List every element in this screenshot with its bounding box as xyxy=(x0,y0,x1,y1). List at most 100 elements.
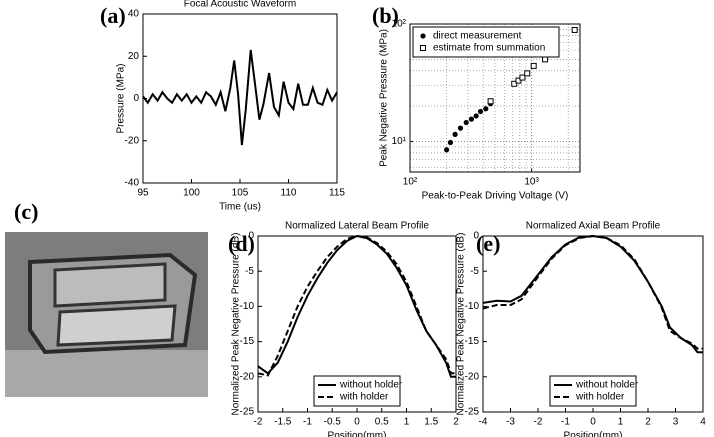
marker xyxy=(457,125,464,131)
x-tick-label: -1 xyxy=(561,417,570,428)
ruler xyxy=(5,350,208,397)
x-tick-label: 2 xyxy=(453,417,459,428)
marker xyxy=(483,106,489,112)
legend-label: with holder xyxy=(339,392,389,403)
y-tick-label: -15 xyxy=(465,336,480,347)
x-tick-label: -4 xyxy=(479,417,488,428)
y-tick-label: -15 xyxy=(240,336,255,347)
x-tick-label: 0 xyxy=(590,417,596,428)
plot-frame xyxy=(142,13,338,184)
marker xyxy=(444,147,450,153)
chart-title: Focal Acoustic Waveform xyxy=(184,0,296,10)
x-tick-label: 105 xyxy=(232,188,249,199)
y-tick-label: -25 xyxy=(465,407,480,418)
marker xyxy=(571,26,578,33)
y-tick-label: -20 xyxy=(240,371,255,382)
x-axis-label: Position(mm) xyxy=(328,431,387,437)
panel-label: (a) xyxy=(100,3,126,28)
y-tick-label: -10 xyxy=(240,301,255,312)
chart-panel: (b) Peak-to-Peak Driving Voltage (V) Peak … xyxy=(372,3,581,202)
x-tick-label: -0.5 xyxy=(324,417,342,428)
panel-label: (d) xyxy=(228,231,255,256)
x-tick-label: 1 xyxy=(404,417,410,428)
y-tick-label: -20 xyxy=(465,371,480,382)
y-tick-label: 0 xyxy=(473,231,479,242)
chart-panel: (a) Focal Acoustic Waveform Time (us) Press… xyxy=(100,0,345,213)
data-line xyxy=(482,234,703,350)
legend-label: without holder xyxy=(339,380,403,391)
x-tick-label: 110 xyxy=(281,188,297,199)
y-tick-label: 40 xyxy=(128,9,140,20)
y-axis-label: Normalized Peak Negative Pressure (dB) xyxy=(231,233,242,416)
y-tick-label: 0 xyxy=(248,231,254,242)
y-tick-label: 10² xyxy=(392,19,407,30)
marker xyxy=(447,139,454,146)
legend-box xyxy=(549,375,637,407)
legend-label: direct measurement xyxy=(433,31,522,42)
x-tick-label: 95 xyxy=(137,188,149,199)
chart-panel: (d) Normalized Lateral Beam Profile Positi… xyxy=(228,221,459,437)
legend-box xyxy=(313,375,401,407)
x-tick-label: 4 xyxy=(700,417,706,428)
x-tick-label: 100 xyxy=(183,188,200,199)
y-axis-label: Pressure (MPa) xyxy=(116,63,127,133)
panel-label: (e) xyxy=(476,231,500,256)
x-axis-label: Position(mm) xyxy=(564,431,623,437)
marker xyxy=(468,116,475,122)
marker xyxy=(463,119,469,126)
marker xyxy=(420,45,426,51)
x-tick-label: -3 xyxy=(506,417,515,428)
chart-title: Normalized Lateral Beam Profile xyxy=(285,221,429,232)
x-tick-label: 3 xyxy=(673,417,679,428)
marker xyxy=(530,62,537,69)
marker xyxy=(452,131,458,137)
x-tick-label: 2 xyxy=(645,417,651,428)
x-tick-label: 1 xyxy=(618,417,624,428)
x-tick-label: -2 xyxy=(534,417,543,428)
marker xyxy=(515,77,522,84)
x-tick-label: -1.5 xyxy=(274,417,292,428)
y-axis-label: Peak Negative Pressure (MPa) xyxy=(379,29,390,167)
x-tick-label: 0.5 xyxy=(375,417,389,428)
x-tick-label: -1 xyxy=(303,417,312,428)
marker xyxy=(477,108,484,115)
data-line xyxy=(482,234,703,354)
legend-label: without holder xyxy=(575,380,639,391)
marker xyxy=(420,33,426,39)
y-tick-label: -20 xyxy=(125,135,140,146)
panel-label: (c) xyxy=(14,199,38,224)
x-tick-label: 0 xyxy=(354,417,360,428)
x-tick-label: 115 xyxy=(329,188,345,199)
legend-label: with holder xyxy=(575,392,625,403)
x-tick-label: 1.5 xyxy=(424,417,438,428)
legend-box xyxy=(412,26,560,58)
marker xyxy=(487,98,494,105)
photo xyxy=(5,232,208,397)
y-tick-label: -25 xyxy=(240,407,255,418)
marker xyxy=(542,56,549,63)
chart-title: Normalized Axial Beam Profile xyxy=(526,221,661,232)
chart-panel: (e) Normalized Axial Beam Profile Position… xyxy=(456,221,707,437)
x-tick-label: 10² xyxy=(403,177,418,188)
data-line xyxy=(142,49,338,146)
y-tick-label: -40 xyxy=(125,178,140,189)
plot-frame xyxy=(409,23,581,173)
y-tick-label: -5 xyxy=(470,266,479,277)
marker xyxy=(473,113,479,119)
data-line xyxy=(257,234,456,378)
x-tick-label: 10³ xyxy=(524,177,539,188)
marker xyxy=(511,80,518,87)
data-line xyxy=(257,234,456,377)
holder-window xyxy=(53,262,167,308)
marker xyxy=(519,74,526,81)
y-tick-label: 0 xyxy=(133,93,139,104)
holder-window xyxy=(56,304,177,347)
y-tick-label: 10¹ xyxy=(392,136,407,147)
marker xyxy=(524,70,531,77)
panel-label: (b) xyxy=(372,3,399,28)
legend-label: estimate from summation xyxy=(433,43,545,54)
y-tick-label: -5 xyxy=(245,266,254,277)
x-axis-label: Peak-to-Peak Driving Voltage (V) xyxy=(422,191,569,202)
